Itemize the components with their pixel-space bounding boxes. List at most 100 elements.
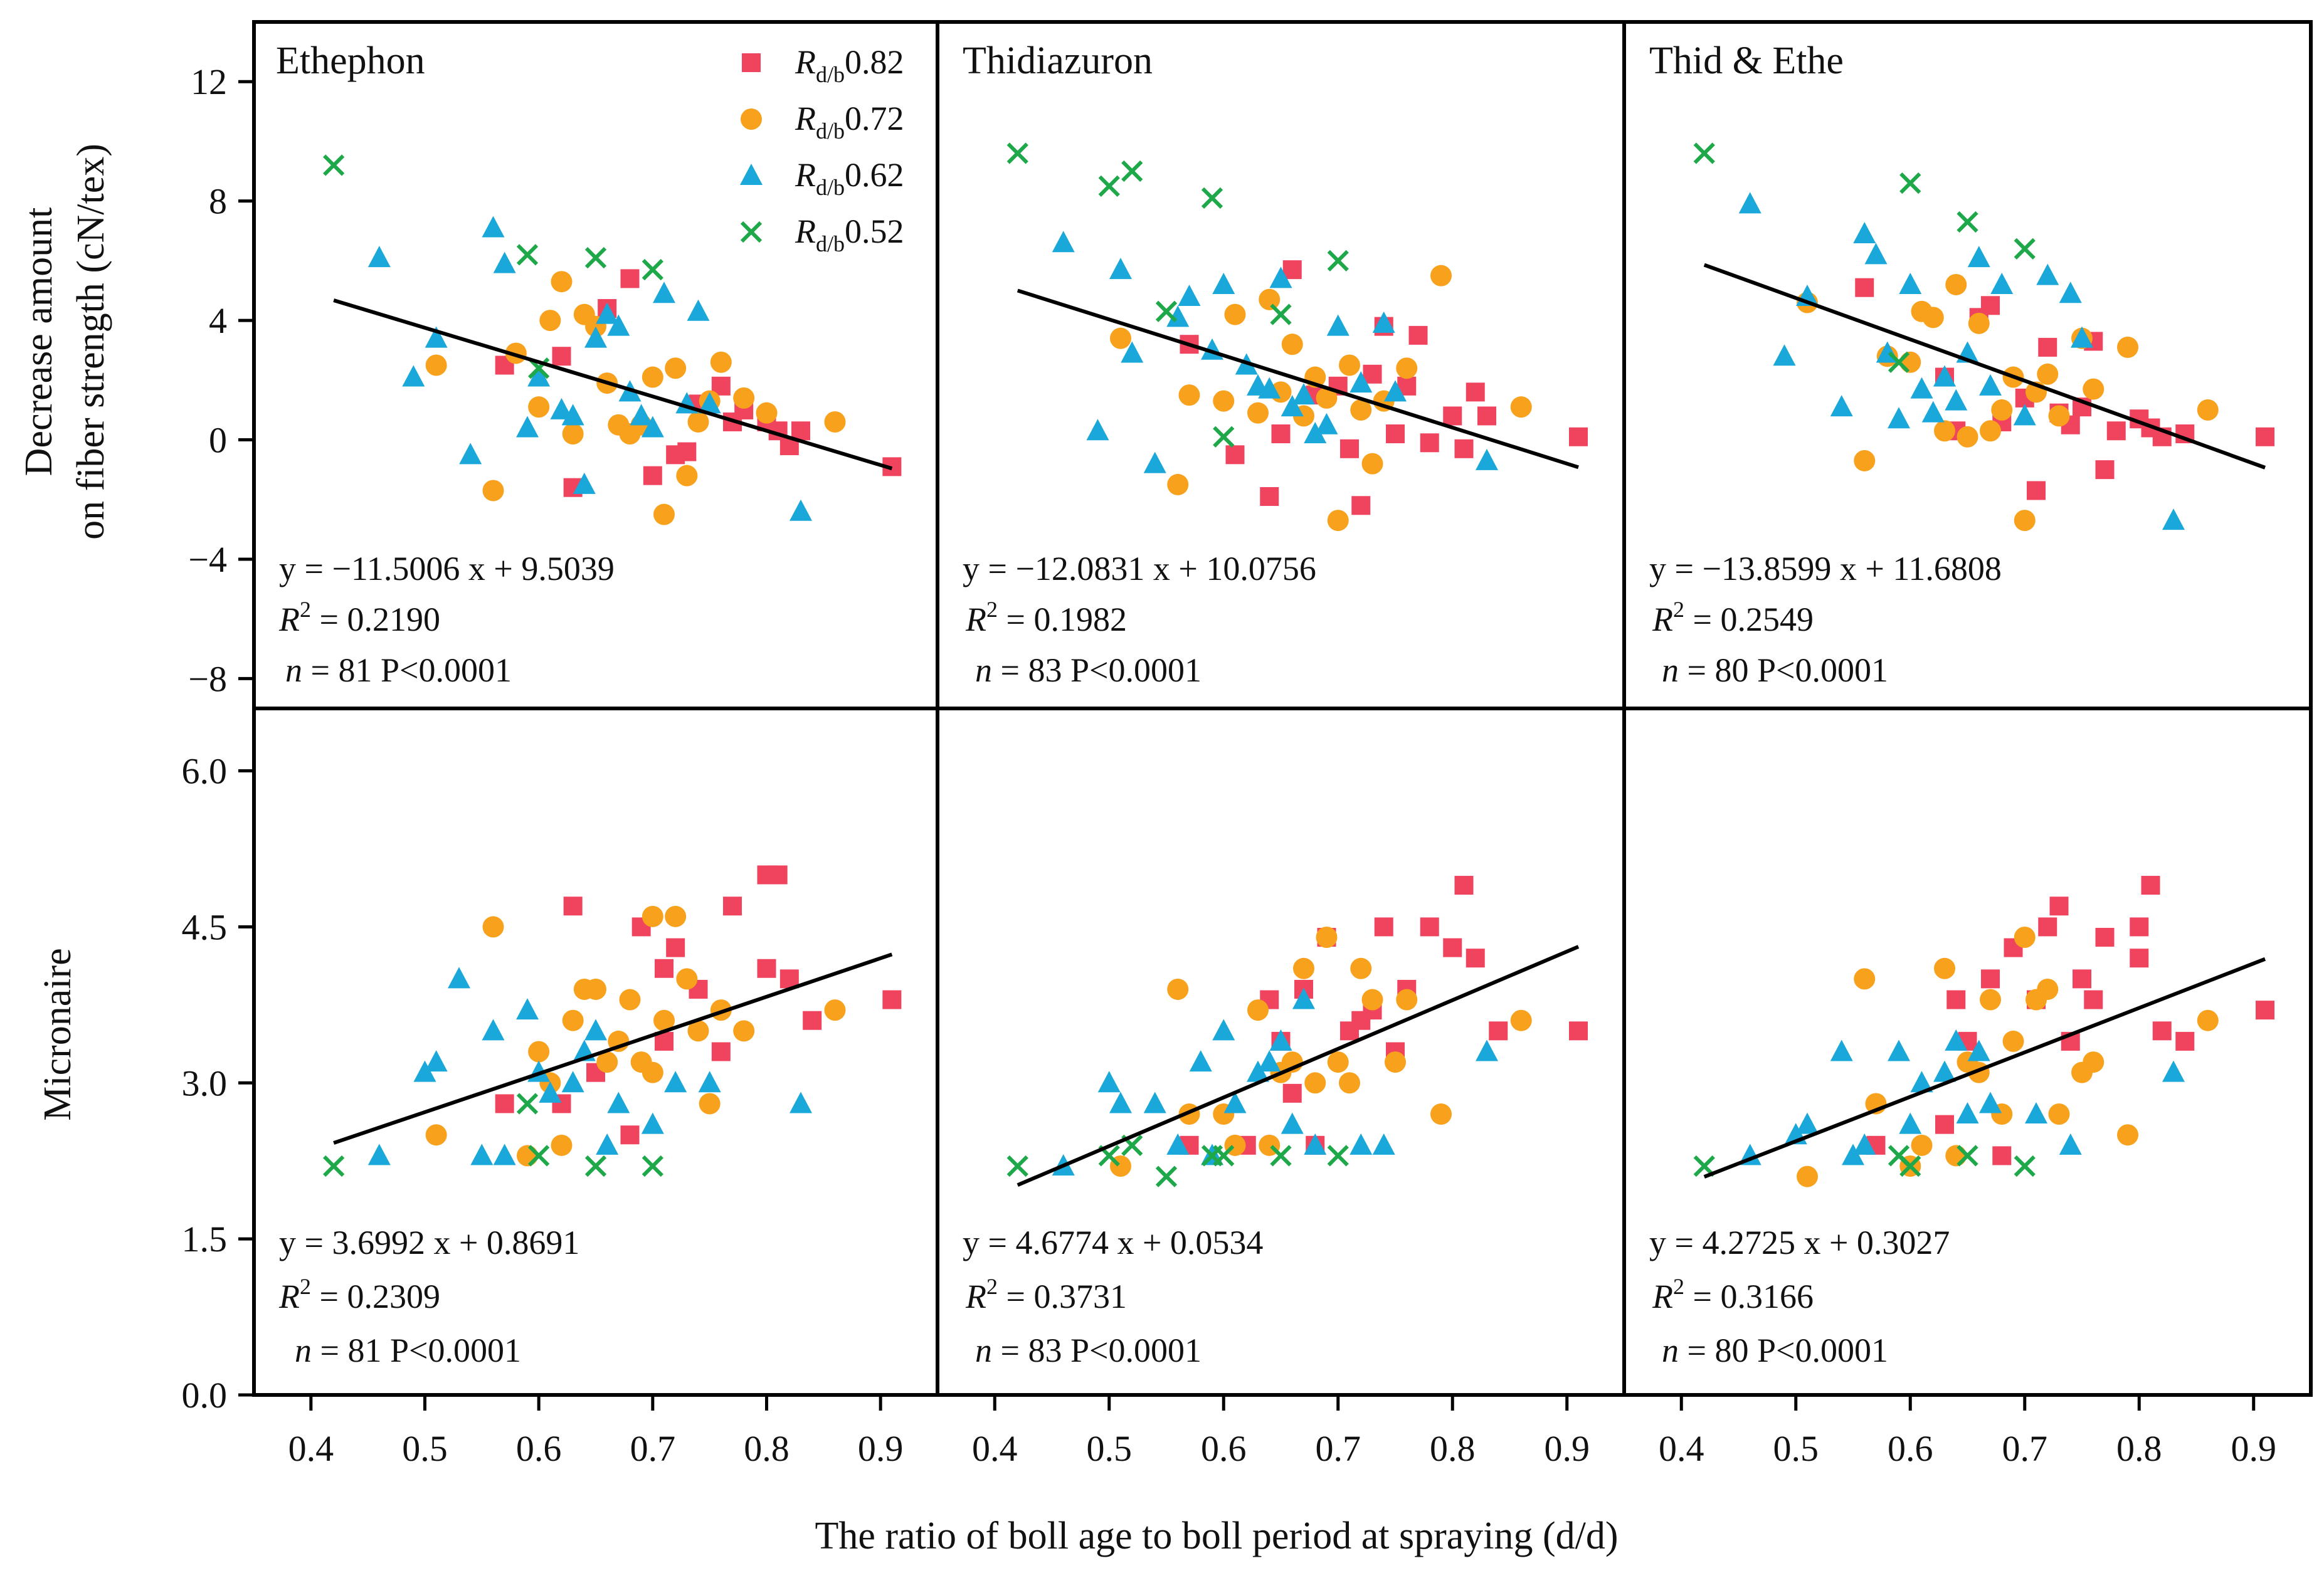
point-2-1-16 [2048, 405, 2070, 427]
point-0-2-13 [607, 314, 630, 336]
xtick-label-0-3: 0.7 [630, 1428, 676, 1469]
point-5-3-4-b [2014, 1155, 2036, 1177]
point-1-0-8 [1351, 496, 1371, 515]
point-3-0-0 [495, 1094, 514, 1113]
point-5-2-12 [1967, 1039, 1990, 1061]
point-1-2-13 [1281, 395, 1304, 417]
point-1-1-4 [1224, 303, 1246, 325]
point-2-2-0 [1738, 192, 1761, 214]
point-0-0-7 [677, 442, 697, 461]
n-value-3: 81 [347, 1332, 381, 1369]
point-1-2-2 [1109, 258, 1132, 280]
point-1-3-1 [1098, 175, 1120, 197]
point-2-3-0 [1693, 142, 1715, 164]
point-2-1-6 [1934, 420, 1955, 442]
point-5-3-3 [1957, 1145, 1978, 1167]
point-0-2-16 [641, 416, 664, 438]
point-3-1-17 [676, 968, 698, 990]
point-3-3-3-b [584, 1155, 607, 1177]
point-5-0-4 [1981, 969, 2000, 989]
point-2-2-3 [1830, 395, 1853, 417]
point-3-1-8 [585, 978, 606, 1000]
ytick-label-0-2: 4 [209, 300, 227, 341]
point-3-2-16 [664, 1071, 687, 1093]
fit-line-1 [1017, 288, 1579, 470]
point-4-0-11 [1374, 917, 1393, 937]
panel-bottom-right [1693, 876, 2274, 1187]
point-5-1-9 [1980, 989, 2001, 1011]
point-4-0-18 [1489, 1021, 1508, 1041]
point-1-2-18 [1350, 371, 1373, 393]
point-5-0-5 [1992, 1146, 2012, 1165]
point-5-0-8 [2038, 917, 2057, 937]
point-5-2-16 [2162, 1060, 2185, 1082]
panel-title-thid-ethe: Thid & Ethe [1649, 39, 1844, 82]
legend-value-1: 0.72 [845, 100, 904, 137]
point-4-1-5 [1247, 999, 1269, 1021]
point-1-2-17 [1326, 314, 1350, 336]
point-1-0-1 [1225, 445, 1245, 465]
point-0-2-15 [630, 404, 653, 426]
point-1-1-12 [1327, 510, 1349, 532]
point-0-3-4-b [642, 259, 663, 281]
n-p-line-0: n = 81 P<0.0001 [285, 651, 512, 689]
point-1-0-9 [1363, 364, 1382, 384]
equation-line-0: y = −11.5006 x + 9.5039 [279, 550, 615, 587]
point-3-2-2 [425, 1050, 448, 1072]
point-0-1-5 [551, 271, 573, 293]
point-4-1-15 [1361, 989, 1383, 1011]
point-1-1-13 [1339, 354, 1360, 376]
ytick-label-0-5: −4 [188, 539, 227, 580]
point-4-3-1-b [1098, 1145, 1120, 1167]
point-5-1-6 [1945, 1145, 1967, 1167]
point-3-1-9 [596, 1051, 618, 1073]
point-4-2-15 [1350, 1133, 1373, 1155]
y-axis-title-bottom: Micronaire [36, 948, 79, 1120]
point-5-2-5 [1853, 1133, 1876, 1155]
point-5-1-11 [2002, 1030, 2024, 1052]
xtick-label-0-0: 0.4 [288, 1428, 334, 1469]
equation-block-3: y = 3.6992 x + 0.8691 R2 = 0.2309 n = 81… [278, 1224, 579, 1369]
point-0-3-3-b [584, 246, 607, 269]
point-4-1-18 [1430, 1103, 1452, 1125]
point-5-3-2-b [1899, 1155, 1921, 1177]
point-2-2-19 [2059, 281, 2082, 303]
point-2-1-1 [1854, 450, 1876, 471]
r2-value-3: 0.2309 [347, 1278, 440, 1315]
point-0-1-16 [676, 465, 698, 487]
point-0-1-15 [665, 357, 687, 379]
r2-line-2: R2 = 0.2549 [1652, 597, 1814, 638]
equation-line-3: y = 3.6992 x + 0.8691 [279, 1224, 579, 1261]
p-value-1: P<0.0001 [1070, 651, 1202, 689]
point-2-2-4 [1853, 222, 1876, 244]
axes-layer: 12 8 4 0 −8 −4 6.0 4.5 3.0 1.5 0.0 0.4 0.5 0.6 0.7 0.8 0… [182, 20, 2313, 1469]
point-2-1-3 [1899, 351, 1921, 373]
point-1-2-20 [1384, 380, 1407, 402]
point-0-2-19 [687, 299, 710, 321]
panel-bottom-middle [1006, 876, 1588, 1187]
point-1-1-5 [1247, 402, 1269, 424]
point-1-1-3 [1213, 390, 1235, 412]
point-4-1-11 [1316, 927, 1338, 948]
point-1-2-19 [1372, 311, 1395, 333]
point-2-1-15 [2037, 363, 2059, 385]
point-4-3-0-b [1006, 1155, 1028, 1177]
legend-symbol-0 [742, 53, 761, 72]
panel-title-ethephon: Ethephon [276, 39, 425, 82]
point-1-2-0 [1052, 231, 1075, 253]
point-2-2-16 [1990, 272, 2014, 294]
point-4-3-2-b [1121, 1134, 1143, 1156]
point-0-3-3 [584, 246, 607, 269]
equation-block-1: y = −12.0831 x + 10.0756 R2 = 0.1982 n =… [963, 550, 1316, 689]
point-5-0-11 [2073, 969, 2091, 989]
r2-value-2: 0.2549 [1720, 601, 1814, 638]
point-1-1-14 [1350, 399, 1372, 421]
point-1-3-2 [1121, 160, 1143, 182]
point-2-0-4 [1981, 296, 2000, 315]
point-1-3-7 [1327, 250, 1349, 271]
point-0-1-0 [425, 354, 447, 376]
y-axis-title-top-line1: Decrease amount [18, 208, 60, 476]
point-0-2-20 [698, 392, 721, 414]
p-value-2: P<0.0001 [1757, 651, 1888, 689]
point-4-2-10 [1258, 1050, 1281, 1072]
